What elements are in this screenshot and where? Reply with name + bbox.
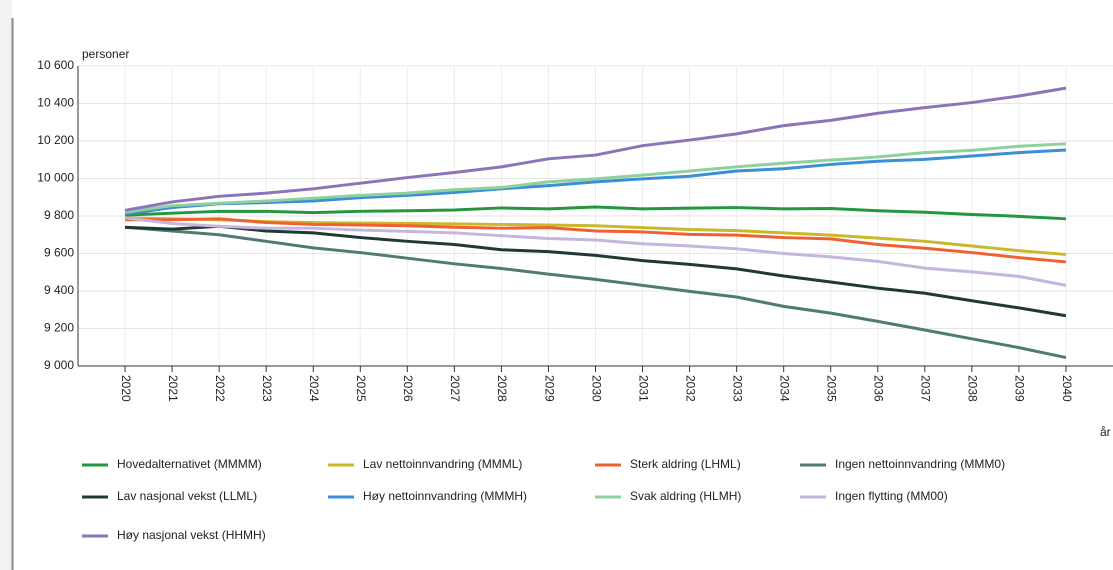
series-line: [124, 142, 1067, 214]
x-tick-label: 2030: [589, 375, 603, 402]
x-tick-label: 2035: [825, 375, 839, 402]
x-tick-label: 2028: [495, 375, 509, 402]
y-tick-label: 10 400: [37, 96, 74, 110]
x-tick-label: 2040: [1060, 375, 1074, 402]
x-tick-label: 2024: [307, 375, 321, 402]
x-tick-label: 2027: [448, 375, 462, 402]
x-tick-label: 2032: [683, 375, 697, 402]
y-tick-label: 10 600: [37, 58, 74, 72]
legend-label: Hovedalternativet (MMMM): [117, 457, 262, 471]
y-tick-label: 10 200: [37, 133, 74, 147]
x-tick-label: 2022: [213, 375, 227, 402]
x-tick-label: 2037: [919, 375, 933, 402]
series-line: [125, 217, 1067, 264]
x-tick-label: 2023: [260, 375, 274, 402]
series-line: [124, 205, 1067, 221]
legend-label: Ingen flytting (MM00): [835, 489, 948, 503]
x-tick-label: 2036: [872, 375, 886, 402]
y-tick-label: 9 000: [44, 358, 74, 372]
legend-label: Svak aldring (HLMH): [630, 489, 741, 503]
x-tick-label: 2038: [966, 375, 980, 402]
x-tick-label: 2034: [778, 375, 792, 402]
x-tick-label: 2026: [401, 375, 415, 402]
legend-label: Høy nasjonal vekst (HHMH): [117, 528, 266, 542]
series-line: [124, 224, 1067, 318]
y-tick-label: 9 600: [44, 246, 74, 260]
legend-label: Høy nettoinnvandring (MMMH): [363, 489, 527, 503]
series-line: [124, 225, 1067, 360]
y-tick-label: 10 000: [37, 171, 74, 185]
y-tick-label: 9 400: [44, 283, 74, 297]
legend-label: Lav nasjonal vekst (LLML): [117, 489, 257, 503]
legend-label: Sterk aldring (LHML): [630, 457, 741, 471]
legend-label: Lav nettoinnvandring (MMML): [363, 457, 522, 471]
series-line: [124, 148, 1067, 216]
series-line: [124, 86, 1067, 212]
x-axis-label: år: [1100, 425, 1111, 439]
window-shadow: [0, 0, 12, 570]
x-tick-label: 2033: [730, 375, 744, 402]
x-tick-label: 2031: [636, 375, 650, 402]
series-line: [124, 216, 1067, 287]
x-tick-label: 2029: [542, 375, 556, 402]
x-tick-label: 2020: [119, 375, 133, 402]
legend-label: Ingen nettoinnvandring (MMM0): [835, 457, 1005, 471]
y-tick-label: 9 800: [44, 208, 74, 222]
y-tick-label: 9 200: [44, 321, 74, 335]
x-tick-label: 2021: [166, 375, 180, 402]
y-axis-label: personer: [82, 47, 129, 61]
x-tick-label: 2025: [354, 375, 368, 402]
x-tick-label: 2039: [1013, 375, 1027, 402]
